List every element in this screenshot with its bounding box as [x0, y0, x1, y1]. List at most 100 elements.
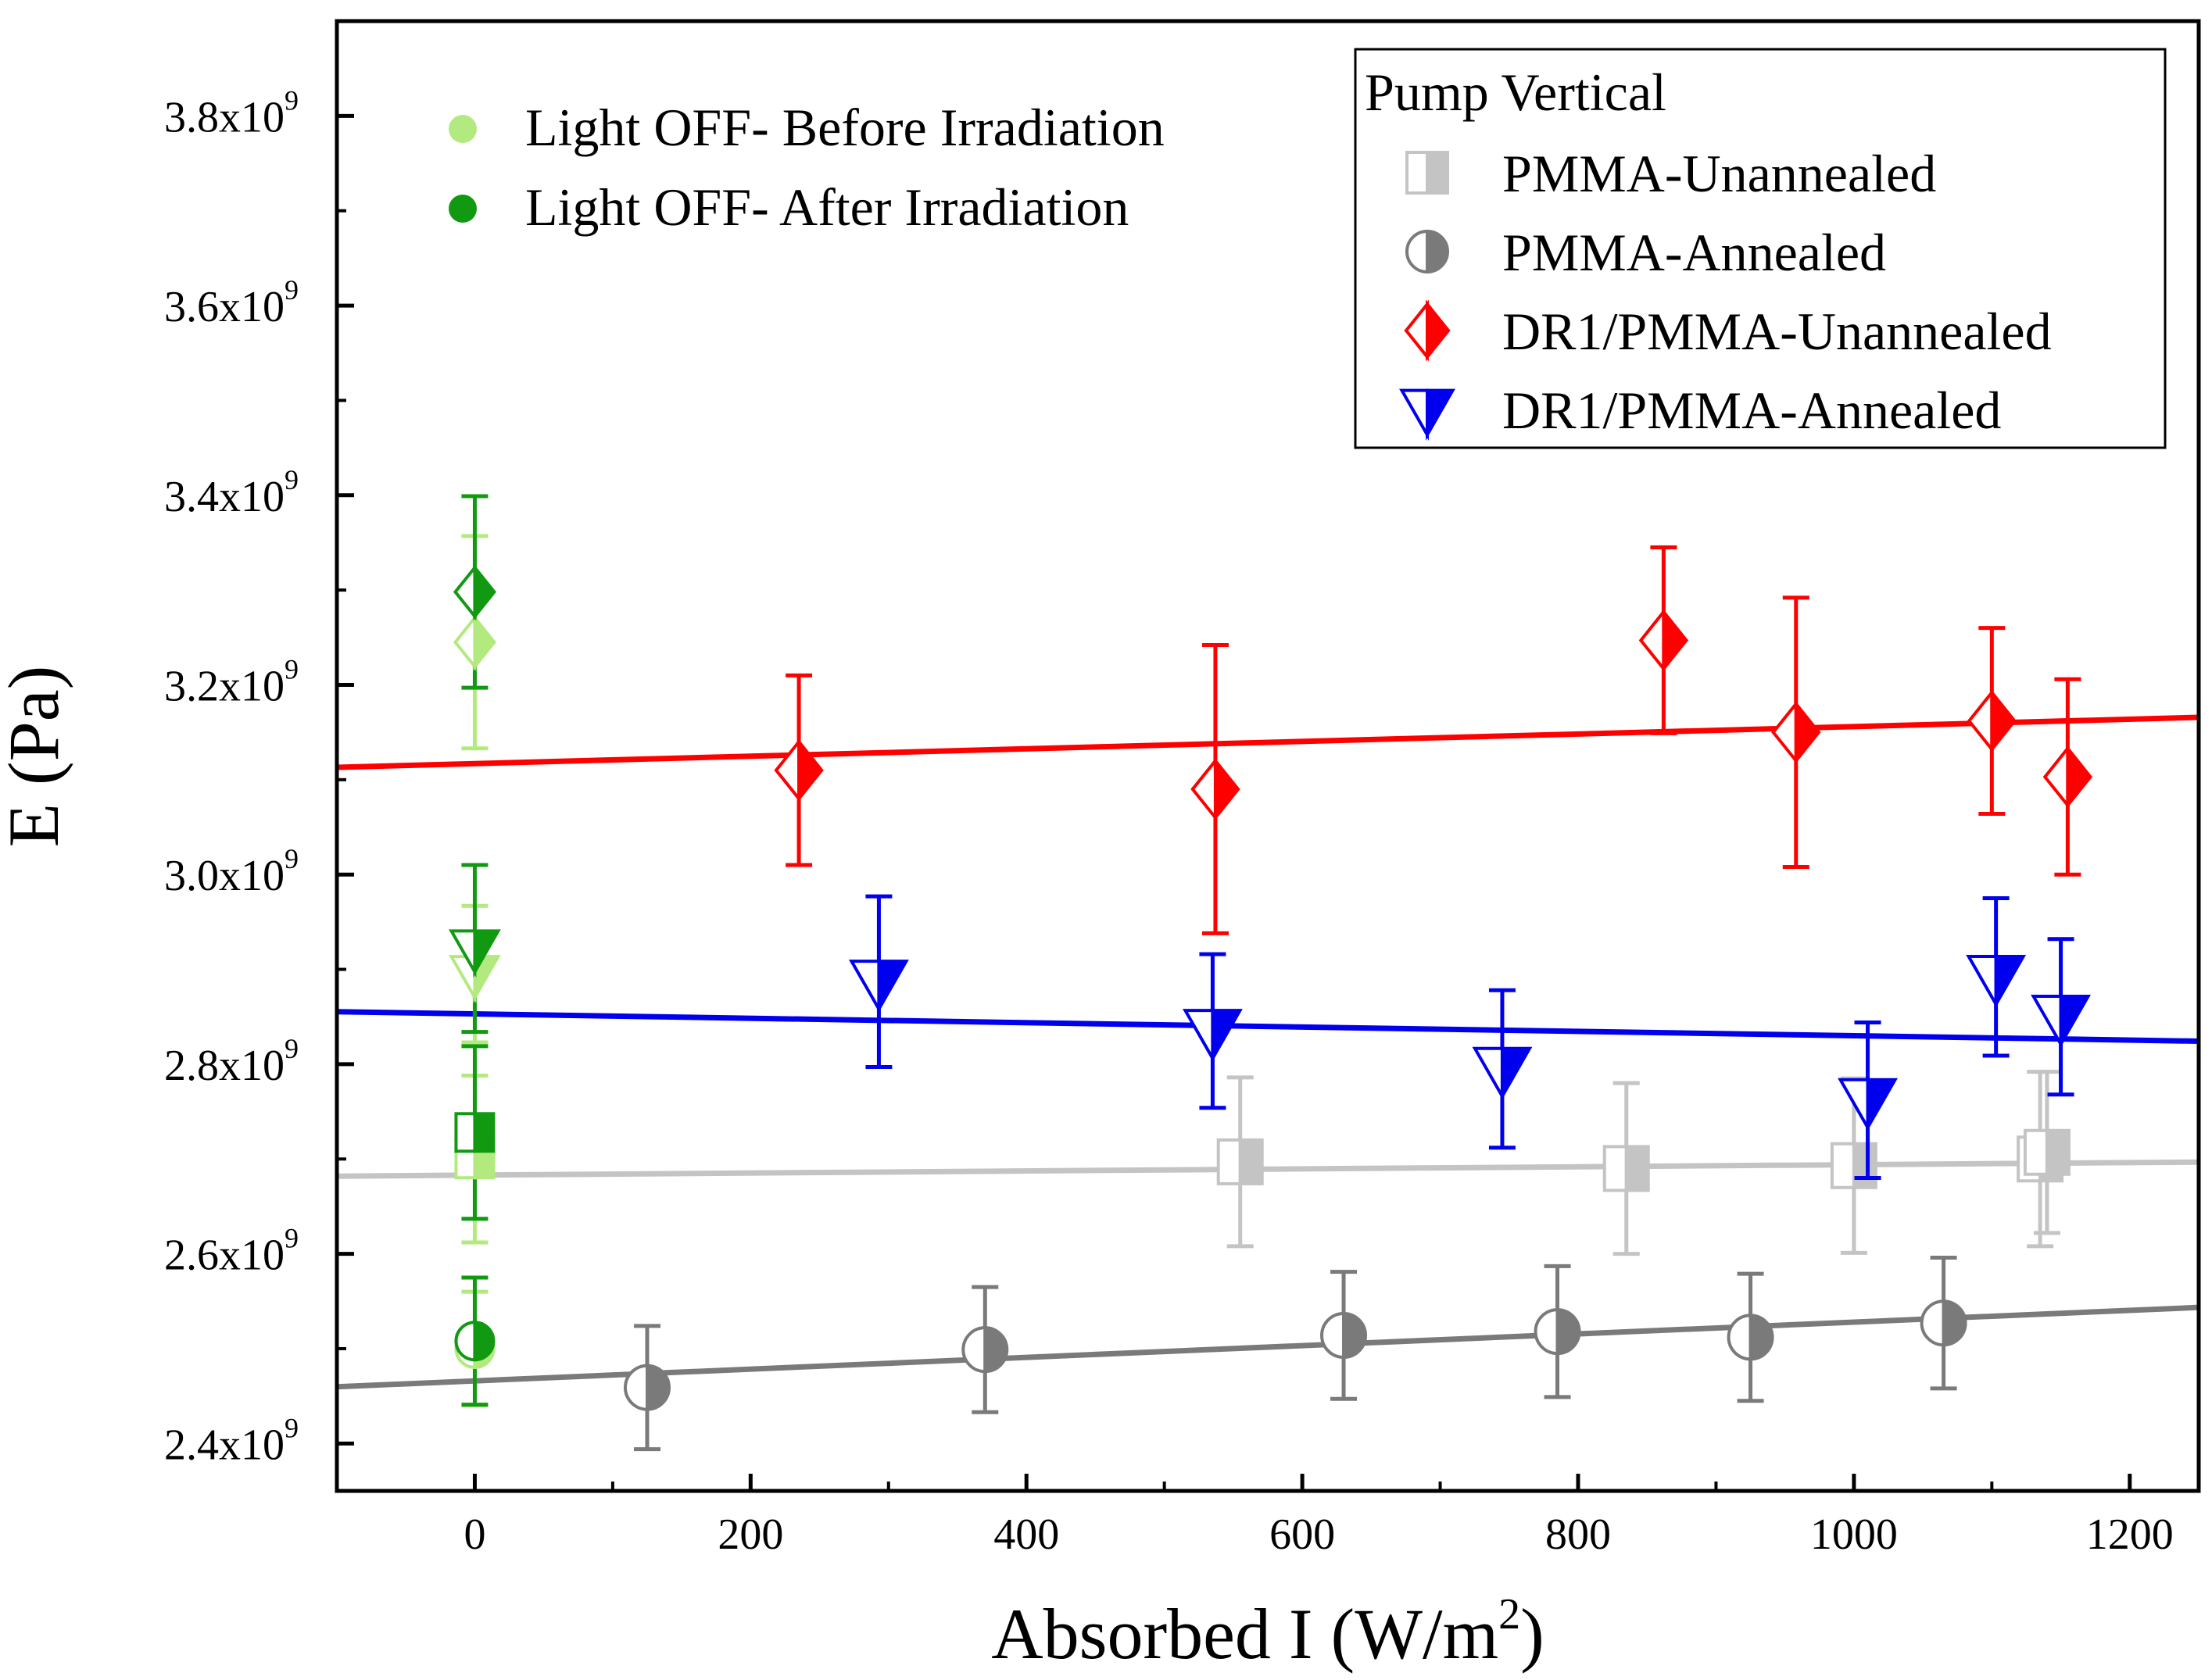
legend-marker [1405, 229, 1449, 274]
marker-filled-half [877, 960, 909, 1015]
marker-open-half [1405, 151, 1429, 195]
data-point [1320, 1311, 1368, 1359]
data-point [1727, 1314, 1774, 1361]
legend-box [1354, 48, 2167, 449]
marker-filled-half [1213, 756, 1240, 823]
marker-open-half [1727, 1314, 1752, 1361]
y-axis-label: E (Pa) [0, 666, 73, 847]
x-tick-label: 800 [1545, 1510, 1611, 1559]
legend-items: PMMA-Unannealed PMMA-Annealed DR1/PMMA-Una… [1399, 144, 2052, 441]
fit-line [336, 1159, 2199, 1179]
series-group [624, 1255, 1967, 1452]
x-tick-label: 1200 [2086, 1510, 2174, 1559]
marker-open-half [2023, 1128, 2049, 1176]
light-off-point [448, 955, 501, 1004]
marker-filled-half [1426, 151, 1449, 195]
marker-filled-half [1942, 1299, 1967, 1347]
data-point [1638, 607, 1689, 674]
data-point [1920, 1299, 1967, 1347]
data-point [1182, 1009, 1243, 1064]
y-tick-label: 3.2x109 [164, 653, 299, 710]
data-point [2023, 1128, 2071, 1176]
marker-filled-half [473, 1321, 496, 1362]
marker-filled-half [1238, 1138, 1264, 1185]
light-off-point [448, 929, 501, 978]
series-group [1216, 1070, 2071, 1256]
legend-marker [1405, 151, 1449, 195]
x-tick-label: 400 [993, 1510, 1059, 1559]
marker-open-half [961, 1326, 987, 1374]
legend-label: DR1/PMMA-Unannealed [1502, 302, 2052, 361]
marker-filled-half [1866, 1078, 1898, 1134]
marker-open-half [624, 1364, 649, 1411]
marker-open-half [1830, 1142, 1856, 1189]
fit-line [336, 1009, 2199, 1044]
marker-open-half [1534, 1308, 1559, 1356]
legend: Pump Vertical PMMA-Unannealed PMMA-Anneal… [1354, 48, 2167, 449]
light-off-point [453, 613, 496, 671]
y-tick-label: 2.8x109 [164, 1033, 299, 1090]
marker-open-half [454, 1321, 477, 1362]
x-tick-label: 200 [718, 1510, 783, 1559]
x-tick-label: 600 [1269, 1510, 1335, 1559]
data-point [1534, 1308, 1581, 1356]
x-axis-label: Absorbed I (W/m2) [991, 1590, 1544, 1674]
marker-filled-half [473, 613, 496, 671]
y-tick-label: 3.4x109 [164, 464, 299, 521]
marker-filled-half [1426, 299, 1451, 362]
data-point [624, 1364, 671, 1411]
series-group [848, 894, 2092, 1181]
data-point [848, 960, 909, 1015]
marker-filled-half [1555, 1308, 1581, 1356]
marker-open-half [1920, 1299, 1945, 1347]
marker-filled-half [2059, 994, 2092, 1050]
data-point [2031, 994, 2092, 1050]
marker-filled-half [1994, 955, 2027, 1010]
marker-filled-half [473, 955, 501, 1004]
marker-open-half [1405, 229, 1429, 274]
x-tick-label: 1000 [1810, 1510, 1898, 1559]
marker-filled-half [1852, 1142, 1877, 1189]
marker-filled-half [1990, 688, 2017, 754]
marker-filled-half [473, 929, 501, 978]
marker-filled-half [646, 1364, 671, 1411]
marker-filled-half [1794, 699, 1821, 766]
data-point [1771, 699, 1821, 766]
marker-filled-half [2066, 744, 2093, 810]
legend-label-light-off-after: Light OFF- After Irradiation [525, 177, 1129, 237]
light-off-point [454, 1112, 496, 1153]
marker-filled-half [983, 1326, 1009, 1374]
data-point [2042, 744, 2093, 810]
marker-filled-half [1662, 607, 1689, 674]
marker-filled-half [1500, 1046, 1533, 1103]
marker-open-half [1602, 1145, 1628, 1192]
x-tick-label: 0 [464, 1510, 485, 1559]
data-point [1830, 1142, 1877, 1189]
light-off-point [453, 563, 496, 621]
marker-filled-half [1426, 388, 1455, 441]
marker-filled-half [1624, 1145, 1650, 1192]
y-tick-label: 3.0x109 [164, 843, 299, 900]
data-point [961, 1326, 1009, 1374]
marker-open-half [1320, 1311, 1346, 1359]
marker-filled-half [1426, 229, 1449, 274]
data-marks [336, 494, 2199, 1452]
marker-filled-half [1748, 1314, 1774, 1361]
legend-title: Pump Vertical [1365, 63, 1666, 122]
y-tick-label: 2.6x109 [164, 1223, 299, 1280]
data-point [1838, 1078, 1898, 1134]
marker-filled-half [2045, 1128, 2071, 1176]
data-point [1602, 1145, 1650, 1192]
data-point [1967, 688, 2017, 754]
fit-line [336, 714, 2199, 770]
legend-label: PMMA-Unannealed [1502, 144, 1936, 203]
marker-filled-half [1342, 1311, 1368, 1359]
marker-open-half [454, 1112, 477, 1153]
marker-filled-half [473, 563, 496, 621]
light-off-group [448, 494, 501, 1408]
y-tick-label: 2.4x109 [164, 1412, 299, 1469]
marker-filled-half [797, 737, 824, 803]
marker-filled-half [473, 1112, 496, 1153]
data-point [1472, 1046, 1533, 1103]
